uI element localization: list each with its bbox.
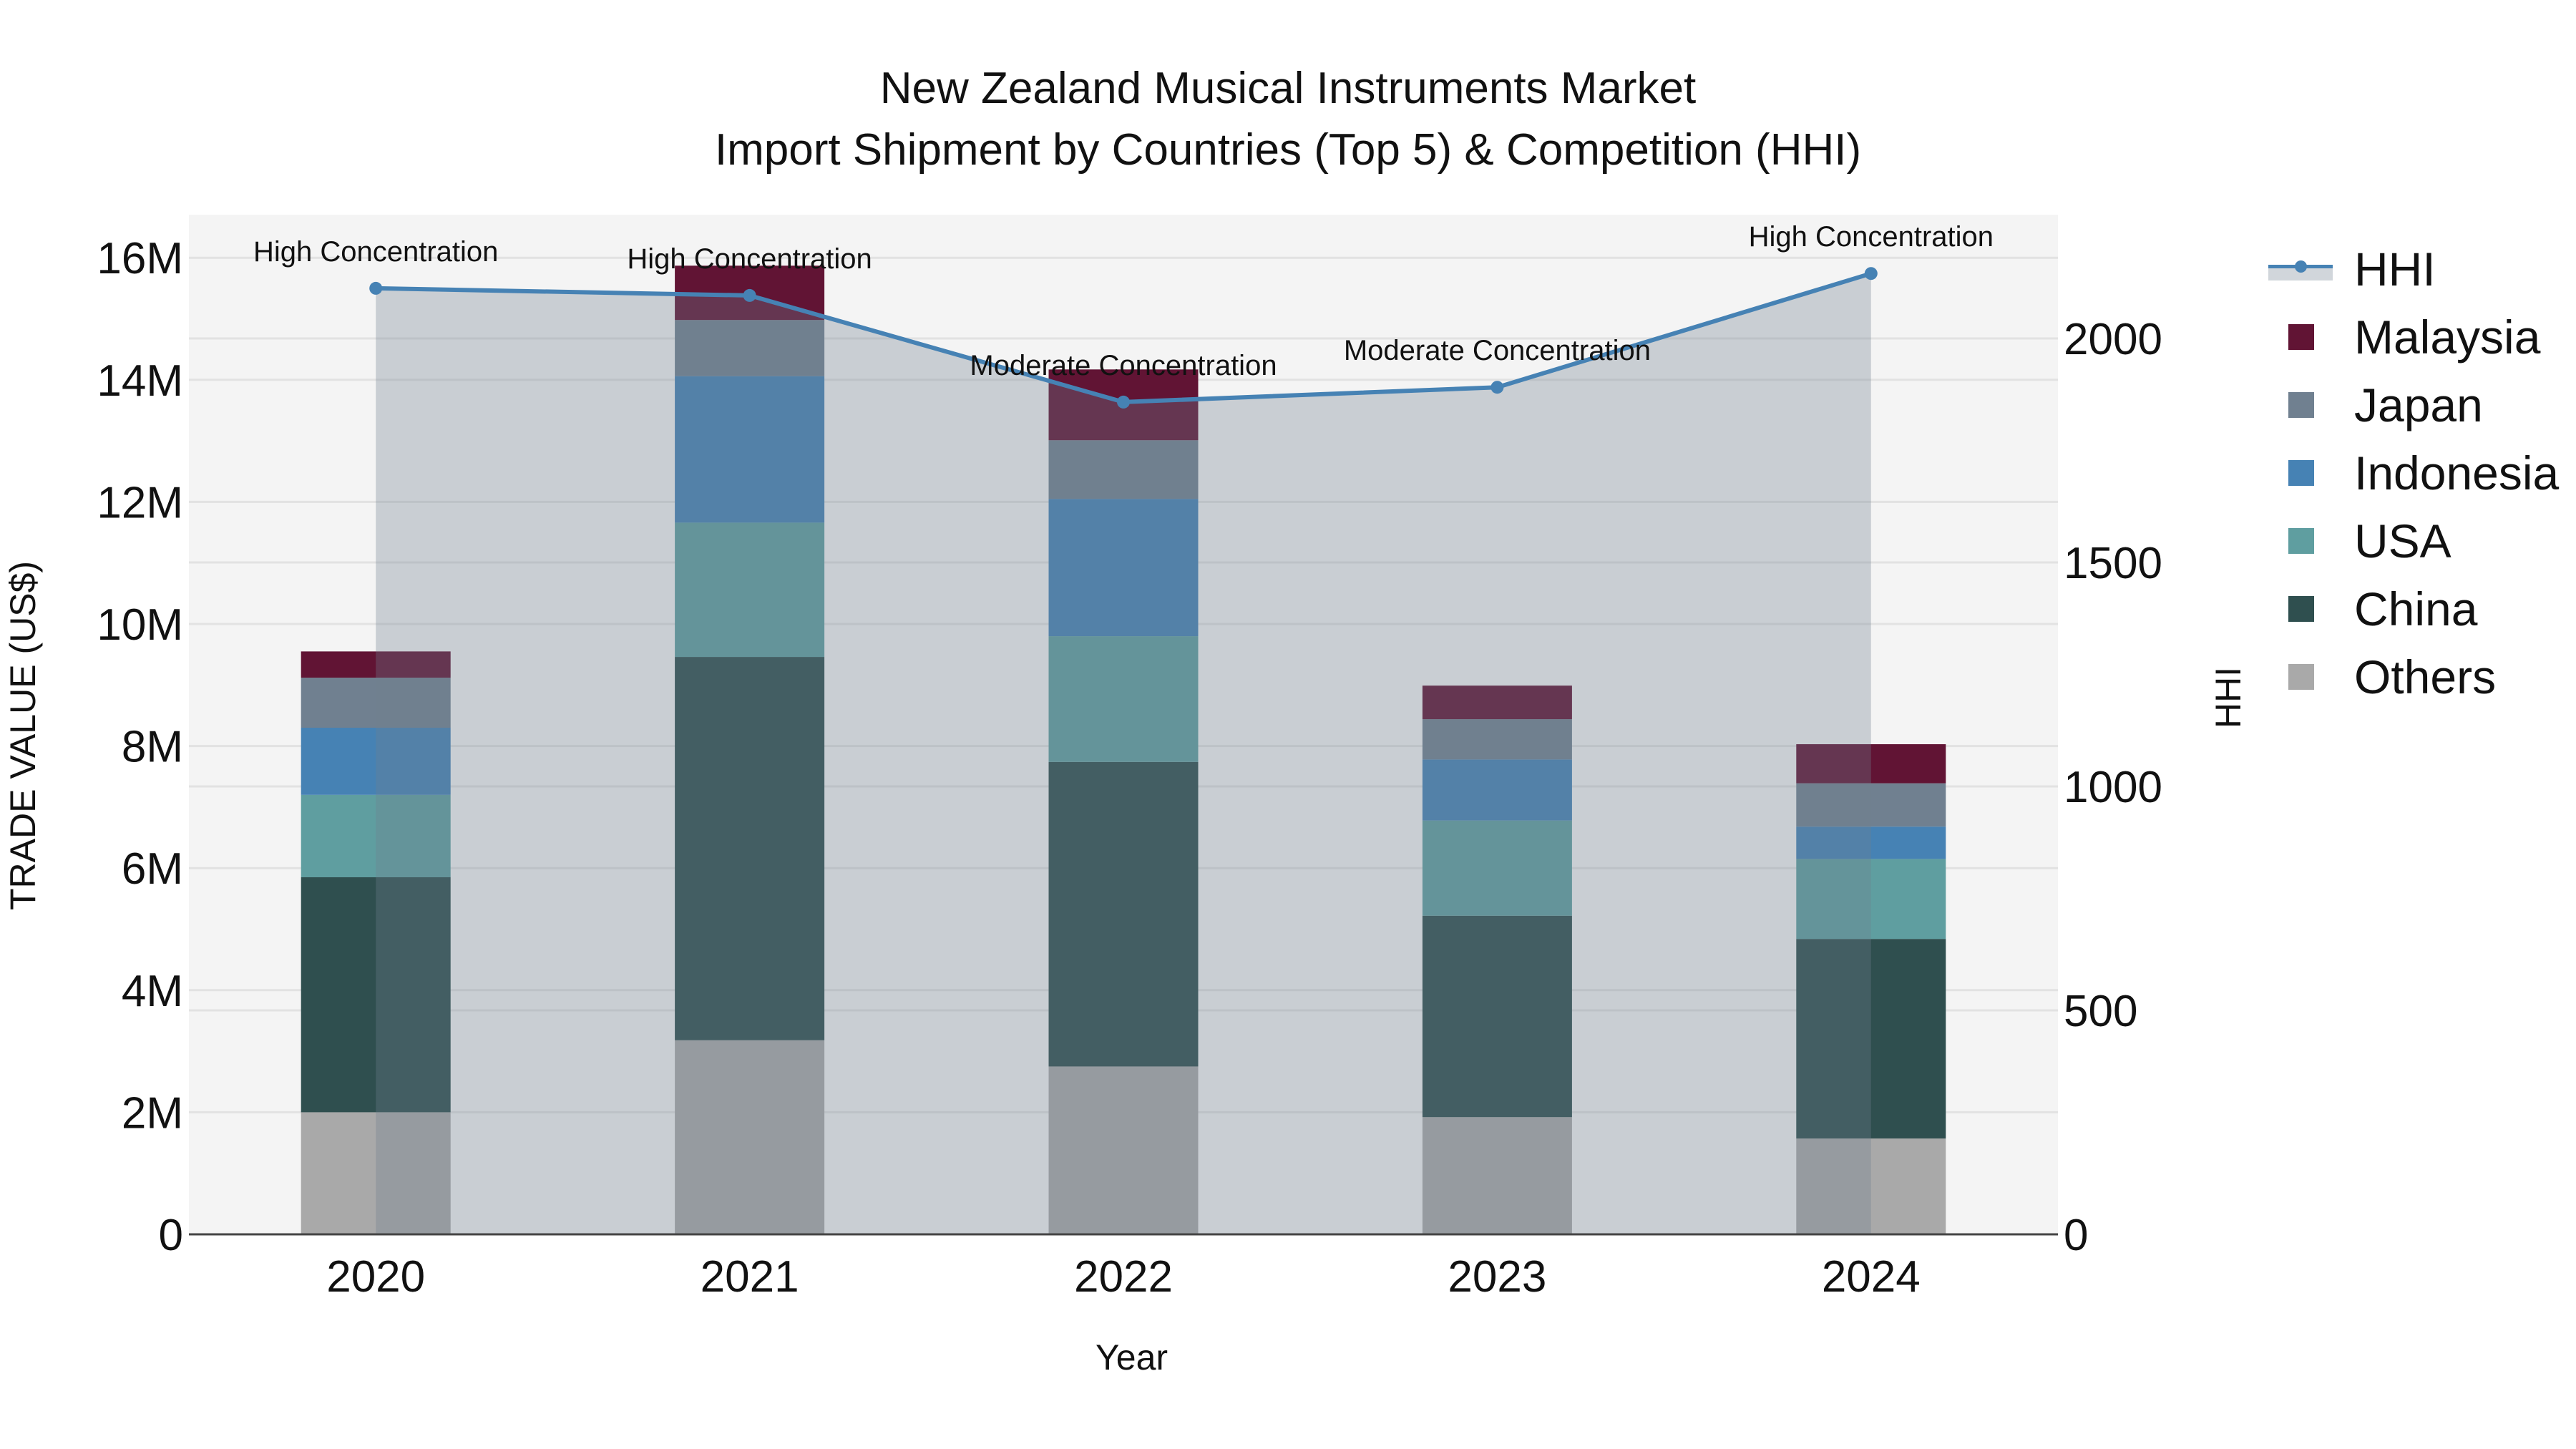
y-axis-left-title: TRADE VALUE (US$) (3, 560, 43, 911)
legend-label: USA (2354, 514, 2451, 567)
y-right-tick: 1500 (2064, 539, 2162, 588)
bar-segment-indonesia[interactable] (1796, 826, 1946, 859)
legend-label: Japan (2354, 378, 2483, 431)
chart-title-line-1: New Zealand Musical Instruments Market (879, 64, 1697, 113)
bar-segment-japan[interactable] (301, 678, 451, 728)
bar-segment-china[interactable] (301, 877, 451, 1113)
bar-segment-usa[interactable] (301, 794, 451, 877)
bar-segment-china[interactable] (1048, 761, 1199, 1067)
y-left-tick: 16M (97, 234, 183, 283)
line-marker-icon (2268, 255, 2333, 283)
color-swatch-icon (2288, 323, 2314, 350)
bar-segment-japan[interactable] (675, 320, 825, 376)
bar-segment-indonesia[interactable] (301, 728, 451, 795)
hhi-annotation: Moderate Concentration (1344, 335, 1651, 366)
y-axis-right-title: HHI (2208, 666, 2248, 728)
bar-segment-usa[interactable] (1422, 820, 1572, 916)
y-left-tick: 2M (122, 1088, 183, 1138)
chart-title-line-2: Import Shipment by Countries (Top 5) & C… (714, 125, 1862, 175)
legend-item-china[interactable]: China (2268, 575, 2559, 643)
bar-segment-others[interactable] (301, 1112, 451, 1234)
legend-item-indonesia[interactable]: Indonesia (2268, 439, 2559, 507)
y-right-tick: 2000 (2064, 315, 2162, 364)
bar-segment-china[interactable] (1796, 939, 1946, 1139)
legend-label: HHI (2354, 242, 2436, 296)
x-axis-title: Year (1096, 1337, 1169, 1377)
legend-label: China (2354, 582, 2478, 635)
hhi-area (376, 273, 1871, 1235)
color-swatch-icon (2288, 595, 2314, 622)
y-left-tick: 4M (122, 967, 183, 1016)
bar-segment-others[interactable] (1796, 1138, 1946, 1234)
bar-segment-others[interactable] (1422, 1117, 1572, 1234)
y-left-tick: 0 (159, 1211, 183, 1260)
y-left-tick: 10M (97, 600, 183, 650)
legend-label: Others (2354, 650, 2497, 703)
legend-item-japan[interactable]: Japan (2268, 371, 2559, 439)
bar-segment-japan[interactable] (1048, 440, 1199, 499)
bar-segment-usa[interactable] (1048, 636, 1199, 762)
x-tick: 2020 (326, 1252, 425, 1302)
color-swatch-icon (2288, 459, 2314, 486)
y-right-tick: 500 (2064, 987, 2137, 1036)
bar-segment-usa[interactable] (675, 522, 825, 658)
y-right-tick: 1000 (2064, 763, 2162, 812)
hhi-marker[interactable] (1864, 267, 1878, 280)
x-tick: 2022 (1074, 1252, 1173, 1302)
hhi-marker[interactable] (1491, 381, 1504, 394)
y-left-tick: 8M (122, 723, 183, 772)
bar-segment-indonesia[interactable] (675, 376, 825, 523)
bar-segment-indonesia[interactable] (1422, 759, 1572, 821)
bar-segment-indonesia[interactable] (1048, 499, 1199, 637)
y-left-tick: 14M (97, 356, 183, 406)
bar-segment-malaysia[interactable] (301, 651, 451, 678)
bar-segment-others[interactable] (675, 1040, 825, 1234)
bar-segment-japan[interactable] (1796, 783, 1946, 827)
hhi-marker[interactable] (369, 281, 383, 295)
bar-segment-usa[interactable] (1796, 859, 1946, 940)
legend-item-usa[interactable]: USA (2268, 507, 2559, 575)
hhi-annotation: High Concentration (1749, 221, 1994, 253)
legend-item-others[interactable]: Others (2268, 643, 2559, 711)
legend: HHI Malaysia Japan Indonesia USA China O… (2268, 235, 2559, 711)
hhi-annotation: Moderate Concentration (970, 350, 1277, 381)
y-right-tick: 0 (2064, 1211, 2088, 1260)
bar-segment-others[interactable] (1048, 1066, 1199, 1234)
bar-segment-malaysia[interactable] (1796, 744, 1946, 784)
bar-segment-china[interactable] (1422, 915, 1572, 1118)
hhi-marker[interactable] (743, 288, 756, 302)
color-swatch-icon (2288, 527, 2314, 554)
legend-item-hhi[interactable]: HHI (2268, 235, 2559, 303)
x-tick: 2021 (701, 1252, 799, 1302)
legend-item-malaysia[interactable]: Malaysia (2268, 303, 2559, 371)
legend-label: Malaysia (2354, 310, 2541, 364)
color-swatch-icon (2288, 663, 2314, 690)
bar-segment-malaysia[interactable] (1422, 686, 1572, 720)
hhi-annotation: High Concentration (253, 236, 498, 268)
hhi-annotation: High Concentration (627, 243, 872, 275)
hhi-marker[interactable] (1117, 395, 1130, 409)
legend-label: Indonesia (2354, 446, 2560, 499)
y-left-tick: 12M (97, 478, 183, 527)
bar-segment-china[interactable] (675, 657, 825, 1040)
bar-segment-japan[interactable] (1422, 719, 1572, 760)
x-tick: 2024 (1822, 1252, 1921, 1302)
x-tick: 2023 (1448, 1252, 1546, 1302)
color-swatch-icon (2288, 391, 2314, 418)
y-left-tick: 6M (122, 844, 183, 894)
